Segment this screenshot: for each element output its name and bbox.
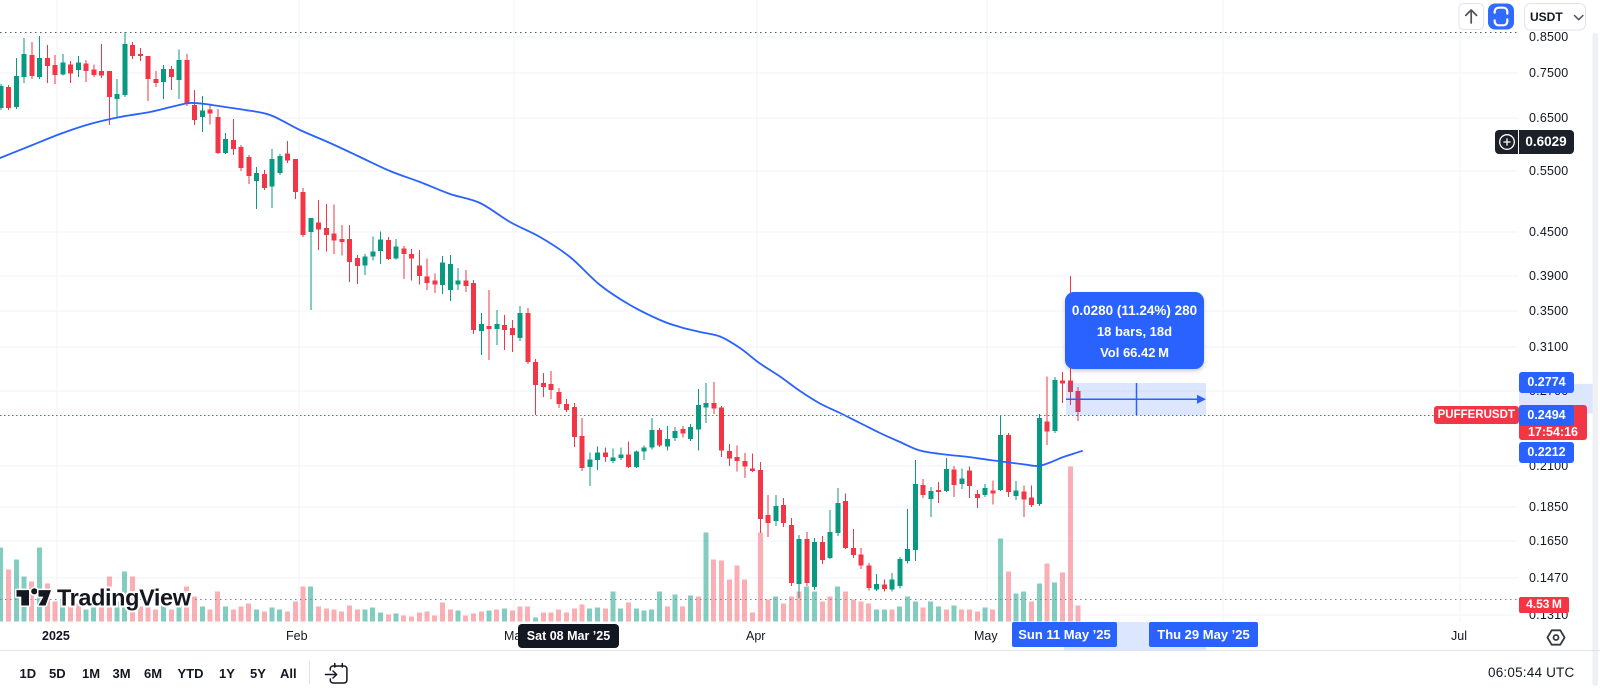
svg-text:USDT: USDT	[1530, 10, 1563, 24]
svg-text:TradingView: TradingView	[57, 585, 192, 611]
